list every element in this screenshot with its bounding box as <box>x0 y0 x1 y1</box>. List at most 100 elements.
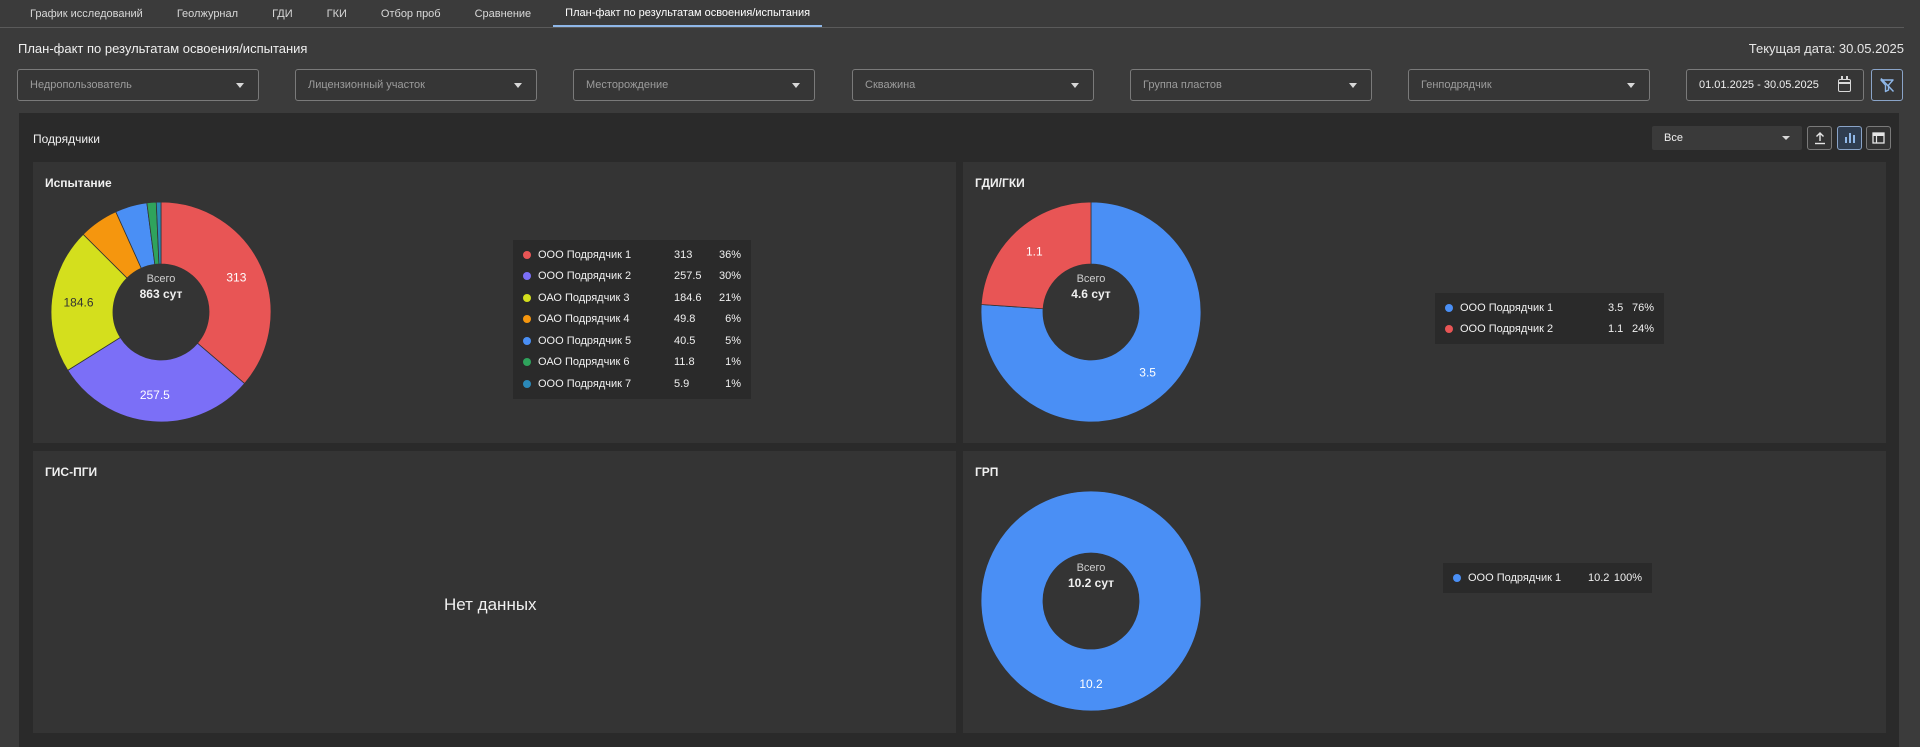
legend-name: ООО Подрядчик 1 <box>538 248 632 261</box>
clear-filters-button[interactable] <box>1871 69 1903 101</box>
donut-slice[interactable] <box>980 490 1202 712</box>
tab-bar: График исследований Геолжурнал ГДИ ГКИ О… <box>0 0 1904 28</box>
total-value: 863 сут <box>139 287 183 301</box>
donut-labels: 3.5 1.1 <box>1026 244 1156 379</box>
donut-slice[interactable] <box>160 201 272 385</box>
donut-slice[interactable] <box>980 201 1202 423</box>
table-view-button[interactable] <box>1866 126 1891 150</box>
caret-down-icon <box>792 83 800 88</box>
legend-item[interactable]: ООО Подрядчик 5 40.5 5% <box>523 330 741 352</box>
chart-title: ГРП <box>975 465 999 479</box>
contractors-panel: Подрядчики Все Испытание 313 257.5 184.6 <box>19 113 1899 747</box>
tab-geojournal[interactable]: Геолжурнал <box>176 7 239 20</box>
chart-card-gis-pgi: ГИС-ПГИ Нет данных <box>33 451 956 733</box>
legend-item[interactable]: ООО Подрядчик 2 1.1 24% <box>1445 319 1654 341</box>
donut-slice[interactable] <box>67 336 246 423</box>
tab-plan-fact[interactable]: План-факт по результатам освоения/испыта… <box>553 0 823 27</box>
formation-group-placeholder: Группа пластов <box>1143 79 1222 91</box>
legend-value: 11.8 <box>674 356 695 369</box>
donut-labels: 313 257.5 184.6 <box>64 270 247 401</box>
chart-title: Испытание <box>45 176 112 190</box>
legend-value: 257.5 <box>674 270 702 283</box>
legend-value: 5.9 <box>674 377 690 390</box>
calendar-icon[interactable] <box>1838 76 1851 92</box>
contractor-select-value: Все <box>1664 132 1683 144</box>
well-select[interactable]: Скважина <box>852 69 1094 101</box>
export-button[interactable] <box>1807 126 1832 150</box>
caret-down-icon <box>1071 83 1079 88</box>
tab-comparison[interactable]: Сравнение <box>474 7 532 20</box>
donut-total: Всего 863 сут <box>116 273 206 301</box>
field-select[interactable]: Месторождение <box>573 69 815 101</box>
legend-item[interactable]: ООО Подрядчик 1 313 36% <box>523 244 741 266</box>
chart-card-grp: ГРП 10.2 Всего 10.2 сут ООО Подрядчик 1 1… <box>963 451 1886 733</box>
tab-gdi[interactable]: ГДИ <box>272 7 293 20</box>
legend-value: 313 <box>674 248 693 261</box>
subsoil-user-select[interactable]: Недропользователь <box>17 69 259 101</box>
chart-legend: ООО Подрядчик 1 313 36% ООО Подрядчик 2 257.… <box>513 240 751 399</box>
bar-chart-icon <box>1844 133 1855 143</box>
tab-gki[interactable]: ГКИ <box>326 7 347 20</box>
legend-name: ООО Подрядчик 7 <box>538 377 632 390</box>
legend-item[interactable]: ОАО Подрядчик 4 49.8 6% <box>523 309 741 331</box>
donut-slice[interactable] <box>980 201 1092 310</box>
license-area-select[interactable]: Лицензионный участок <box>295 69 537 101</box>
legend-name: ОАО Подрядчик 3 <box>538 291 630 304</box>
donut-slice[interactable] <box>155 201 162 265</box>
legend-item[interactable]: ОАО Подрядчик 3 184.6 21% <box>523 287 741 309</box>
license-area-placeholder: Лицензионный участок <box>308 79 425 91</box>
legend-color-dot <box>523 250 531 259</box>
legend-value: 3.5 <box>1608 301 1624 314</box>
date-range-picker[interactable]: 01.01.2025 - 30.05.2025 <box>1686 69 1864 101</box>
legend-color-dot <box>523 336 531 345</box>
legend-name: ОАО Подрядчик 4 <box>538 313 630 326</box>
tab-research-schedule[interactable]: График исследований <box>30 7 143 20</box>
current-date: Текущая дата: 30.05.2025 <box>1748 41 1904 56</box>
legend-color-dot <box>523 358 531 367</box>
well-placeholder: Скважина <box>865 79 916 91</box>
legend-item[interactable]: ООО Подрядчик 1 3.5 76% <box>1445 297 1654 319</box>
legend-percent: 30% <box>718 270 741 283</box>
total-label: Всего <box>1076 562 1106 574</box>
chart-view-button[interactable] <box>1837 126 1862 150</box>
general-contractor-select[interactable]: Генподрядчик <box>1408 69 1650 101</box>
formation-group-select[interactable]: Группа пластов <box>1130 69 1372 101</box>
legend-percent: 100% <box>1613 571 1642 584</box>
filter-bar: Недропользователь Лицензионный участок М… <box>17 69 1904 101</box>
legend-name: ОАО Подрядчик 6 <box>538 356 630 369</box>
table-icon <box>1872 132 1885 144</box>
legend-value: 10.2 <box>1588 571 1610 584</box>
legend-percent: 24% <box>1631 323 1654 336</box>
slice-label: 313 <box>226 270 246 284</box>
donut-chart: 10.2 <box>980 490 1202 712</box>
legend-percent: 76% <box>1631 301 1654 314</box>
legend-name: ООО Подрядчик 1 <box>1460 301 1554 314</box>
total-label: Всего <box>1076 273 1106 285</box>
chart-title: ГИС-ПГИ <box>45 465 98 479</box>
legend-item[interactable]: ООО Подрядчик 2 257.5 30% <box>523 266 741 288</box>
field-placeholder: Месторождение <box>586 79 669 91</box>
slice-label: 184.6 <box>64 296 94 310</box>
legend-name: ООО Подрядчик 2 <box>1460 323 1554 336</box>
caret-down-icon <box>1627 83 1635 88</box>
legend-percent: 5% <box>725 334 741 347</box>
total-value: 10.2 сут <box>1067 576 1115 590</box>
donut-labels: 10.2 <box>1079 677 1103 691</box>
date-range-value: 01.01.2025 - 30.05.2025 <box>1699 79 1819 91</box>
donut-slice[interactable] <box>50 233 128 371</box>
caret-down-icon <box>236 83 244 88</box>
legend-value: 40.5 <box>674 334 696 347</box>
legend-item[interactable]: ООО Подрядчик 7 5.9 1% <box>523 373 741 395</box>
slice-label: 257.5 <box>140 388 170 402</box>
donut-slices <box>50 201 272 423</box>
legend-item[interactable]: ООО Подрядчик 1 10.2 100% <box>1453 567 1642 589</box>
legend-percent: 1% <box>725 356 741 369</box>
legend-color-dot <box>523 293 531 302</box>
contractor-select[interactable]: Все <box>1652 126 1802 150</box>
tab-sampling[interactable]: Отбор проб <box>380 7 441 20</box>
caret-down-icon <box>514 83 522 88</box>
caret-down-icon <box>1349 83 1357 88</box>
no-data-message: Нет данных <box>444 595 537 614</box>
chart-legend: ООО Подрядчик 1 10.2 100% <box>1443 563 1652 593</box>
legend-item[interactable]: ОАО Подрядчик 6 11.8 1% <box>523 352 741 374</box>
